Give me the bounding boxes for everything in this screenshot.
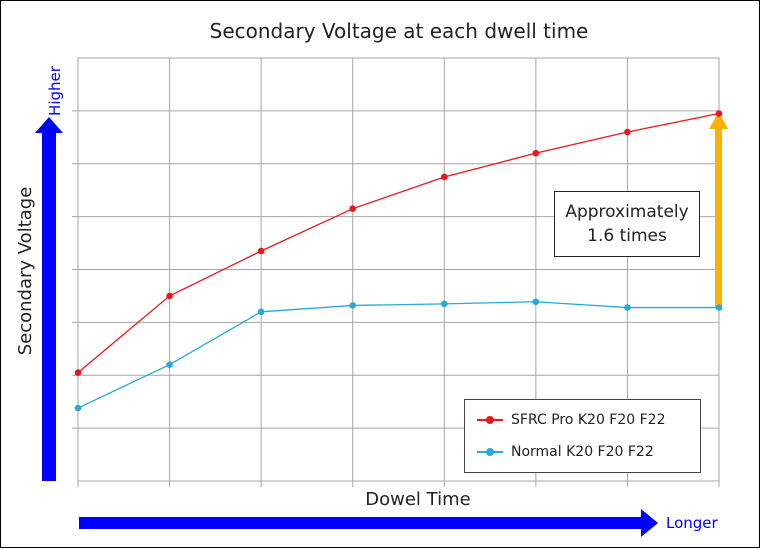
- legend-item-sfrc: SFRC Pro K20 F20 F22: [477, 412, 666, 428]
- y-axis-arrow: [35, 117, 63, 481]
- series-layer: [74, 110, 723, 412]
- data-point-1-7: [715, 304, 723, 311]
- data-point-1-0: [74, 404, 82, 412]
- series-line-1: [77, 301, 719, 409]
- legend-swatch-sfrc: [477, 416, 503, 424]
- gap-arrow: [709, 112, 728, 308]
- data-point-0-0: [74, 369, 82, 376]
- data-point-0-1: [166, 292, 173, 300]
- data-point-0-4: [440, 173, 448, 181]
- annotation-line-1: Approximately: [565, 202, 689, 222]
- data-point-1-2: [257, 308, 265, 316]
- y-arrow-label: Higher: [46, 65, 64, 116]
- data-point-0-5: [532, 149, 540, 157]
- legend-item-normal: Normal K20 F20 F22: [477, 444, 654, 460]
- series-line-0: [77, 112, 720, 374]
- data-point-0-6: [624, 128, 631, 136]
- data-point-1-4: [440, 300, 448, 308]
- x-axis-label: Dowel Time: [365, 489, 470, 510]
- annotation-box: Approximately 1.6 times: [554, 191, 700, 257]
- data-point-1-6: [624, 304, 631, 311]
- data-point-0-2: [257, 247, 265, 255]
- annotation-line-2: 1.6 times: [587, 226, 667, 246]
- legend-label-sfrc: SFRC Pro K20 F20 F22: [511, 412, 666, 428]
- x-arrow-label: Longer: [666, 514, 719, 532]
- data-point-1-3: [349, 302, 357, 309]
- chart-title: Secondary Voltage at each dwell time: [210, 19, 589, 43]
- legend-swatch-normal: [477, 448, 503, 456]
- data-point-1-1: [166, 361, 173, 368]
- x-axis-arrow: [79, 509, 658, 537]
- data-point-0-3: [349, 205, 357, 212]
- data-point-1-5: [532, 298, 540, 306]
- data-point-0-7: [715, 110, 723, 117]
- legend: SFRC Pro K20 F20 F22 Normal K20 F20 F22: [464, 399, 701, 473]
- legend-label-normal: Normal K20 F20 F22: [511, 444, 654, 460]
- y-axis-label: Secondary Voltage: [15, 187, 36, 356]
